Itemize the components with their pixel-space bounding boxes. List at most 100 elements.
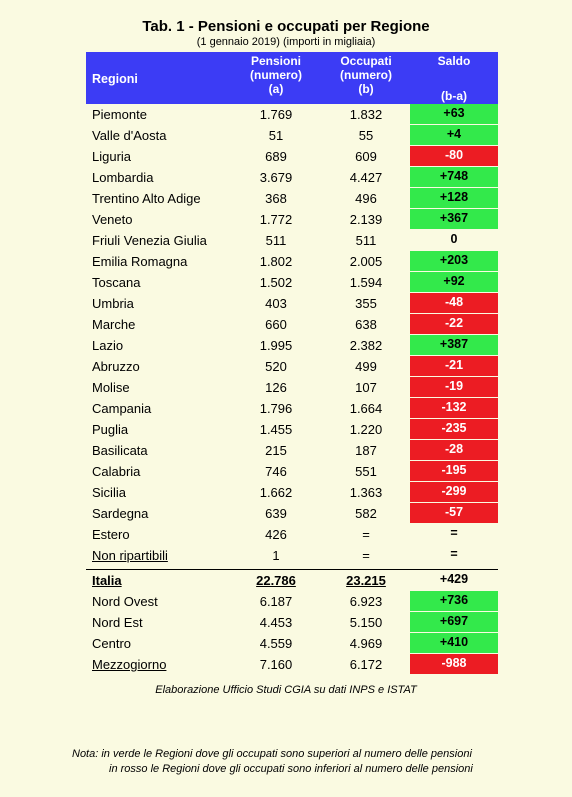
table-row: Sicilia 1.662 1.363 -299 xyxy=(86,482,498,503)
table-row: Sardegna 639 582 -57 xyxy=(86,503,498,524)
region-cell: Friuli Venezia Giulia xyxy=(92,233,207,248)
region-cell: Emilia Romagna xyxy=(92,254,188,269)
pensioni-cell: 1.796 xyxy=(259,401,293,416)
header-occupati: Occupati (numero) (b) xyxy=(340,54,392,96)
saldo-cell: -988 xyxy=(410,654,498,674)
occupati-cell: 551 xyxy=(355,464,377,479)
occupati-cell: 1.664 xyxy=(349,401,383,416)
table-row: Piemonte 1.769 1.832 +63 xyxy=(86,104,498,125)
region-cell: Nord Ovest xyxy=(92,594,158,609)
saldo-cell: +410 xyxy=(410,633,498,653)
pensioni-cell: 426 xyxy=(265,527,287,542)
table-row: Umbria 403 355 -48 xyxy=(86,293,498,314)
pensioni-cell: 1.502 xyxy=(259,275,293,290)
total-rows: Italia 22.786 23.215 +429 xyxy=(86,570,498,591)
occupati-cell: 55 xyxy=(358,128,374,143)
region-cell: Nord Est xyxy=(92,615,143,630)
saldo-cell: +387 xyxy=(410,335,498,355)
saldo-cell: -132 xyxy=(410,398,498,418)
pensioni-cell: 1 xyxy=(272,548,280,563)
occupati-cell: 496 xyxy=(355,191,377,206)
saldo-cell: 0 xyxy=(450,232,458,246)
header-pensioni: Pensioni (numero) (a) xyxy=(250,54,302,96)
table-title: Tab. 1 - Pensioni e occupati per Regione xyxy=(142,18,430,35)
occupati-cell: 4.427 xyxy=(349,170,383,185)
footnote-line-1: Nota: in verde le Regioni dove gli occup… xyxy=(72,748,472,760)
table-row: Lombardia 3.679 4.427 +748 xyxy=(86,167,498,188)
occupati-cell: 2.139 xyxy=(349,212,383,227)
region-cell: Campania xyxy=(92,401,152,416)
saldo-cell: = xyxy=(450,547,458,561)
pensioni-cell: 689 xyxy=(265,149,287,164)
source-note: Elaborazione Ufficio Studi CGIA su dati … xyxy=(155,684,417,696)
table-header: Regioni Pensioni (numero) (a) Occupati (… xyxy=(86,52,498,104)
footnote: Nota: in verde le Regioni dove gli occup… xyxy=(72,747,473,777)
occupati-cell: 499 xyxy=(355,359,377,374)
header-saldo-formula: (b-a) xyxy=(441,89,467,103)
occupati-cell: 1.832 xyxy=(349,107,383,122)
table-row: Toscana 1.502 1.594 +92 xyxy=(86,272,498,293)
table-row: Nord Ovest 6.187 6.923 +736 xyxy=(86,591,498,612)
saldo-cell: -21 xyxy=(410,356,498,376)
pension-table: Regioni Pensioni (numero) (a) Occupati (… xyxy=(86,52,498,675)
region-cell: Toscana xyxy=(92,275,141,290)
occupati-cell: 511 xyxy=(355,233,377,248)
region-cell: Non ripartibili xyxy=(92,548,168,563)
table-row: Abruzzo 520 499 -21 xyxy=(86,356,498,377)
region-cell: Valle d'Aosta xyxy=(92,128,167,143)
saldo-cell: +128 xyxy=(410,188,498,208)
region-cell: Lazio xyxy=(92,338,124,353)
saldo-cell: -195 xyxy=(410,461,498,481)
occupati-cell: 582 xyxy=(355,506,377,521)
saldo-cell: +4 xyxy=(410,125,498,145)
pensioni-cell: 4.453 xyxy=(259,615,293,630)
saldo-cell: +367 xyxy=(410,209,498,229)
region-cell: Trentino Alto Adige xyxy=(92,191,201,206)
saldo-cell: +697 xyxy=(410,612,498,632)
occupati-cell: 1.363 xyxy=(349,485,383,500)
table-row: Lazio 1.995 2.382 +387 xyxy=(86,335,498,356)
header-saldo: Saldo xyxy=(437,54,471,68)
occupati-cell: 1.594 xyxy=(349,275,383,290)
saldo-cell: -19 xyxy=(410,377,498,397)
footnote-line-2: in rosso le Regioni dove gli occupati so… xyxy=(109,763,473,775)
region-cell: Mezzogiorno xyxy=(92,657,167,672)
region-cell: Italia xyxy=(92,573,122,588)
pensioni-cell: 639 xyxy=(265,506,287,521)
table-row: Valle d'Aosta 51 55 +4 xyxy=(86,125,498,146)
table-row: Trentino Alto Adige 368 496 +128 xyxy=(86,188,498,209)
occupati-cell: = xyxy=(362,527,370,542)
table-row: Liguria 689 609 -80 xyxy=(86,146,498,167)
area-rows: Nord Ovest 6.187 6.923 +736 Nord Est 4.453 5.1… xyxy=(86,591,498,675)
table-row: Basilicata 215 187 -28 xyxy=(86,440,498,461)
region-cell: Veneto xyxy=(92,212,133,227)
table-row: Molise 126 107 -19 xyxy=(86,377,498,398)
occupati-cell: 2.382 xyxy=(349,338,383,353)
table-row: Italia 22.786 23.215 +429 xyxy=(86,570,498,591)
occupati-cell: 23.215 xyxy=(346,573,386,588)
occupati-cell: 609 xyxy=(355,149,377,164)
pensioni-cell: 660 xyxy=(265,317,287,332)
table-row: Mezzogiorno 7.160 6.172 -988 xyxy=(86,654,498,675)
region-cell: Basilicata xyxy=(92,443,148,458)
occupati-cell: 6.172 xyxy=(349,657,383,672)
occupati-cell: 107 xyxy=(355,380,377,395)
occupati-cell: 4.969 xyxy=(349,636,383,651)
region-cell: Sicilia xyxy=(92,485,126,500)
table-row: Veneto 1.772 2.139 +367 xyxy=(86,209,498,230)
occupati-cell: 1.220 xyxy=(349,422,383,437)
occupati-cell: = xyxy=(362,548,370,563)
region-cell: Lombardia xyxy=(92,170,154,185)
header-region: Regioni xyxy=(92,72,138,86)
pensioni-cell: 215 xyxy=(265,443,287,458)
region-cell: Molise xyxy=(92,380,130,395)
region-cell: Piemonte xyxy=(92,107,147,122)
saldo-cell: +63 xyxy=(410,104,498,124)
pensioni-cell: 1.802 xyxy=(259,254,293,269)
pensioni-cell: 403 xyxy=(265,296,287,311)
pensioni-cell: 4.559 xyxy=(259,636,293,651)
table-row: Calabria 746 551 -195 xyxy=(86,461,498,482)
region-cell: Sardegna xyxy=(92,506,149,521)
table-row: Estero 426 = = xyxy=(86,524,498,545)
pensioni-cell: 368 xyxy=(265,191,287,206)
